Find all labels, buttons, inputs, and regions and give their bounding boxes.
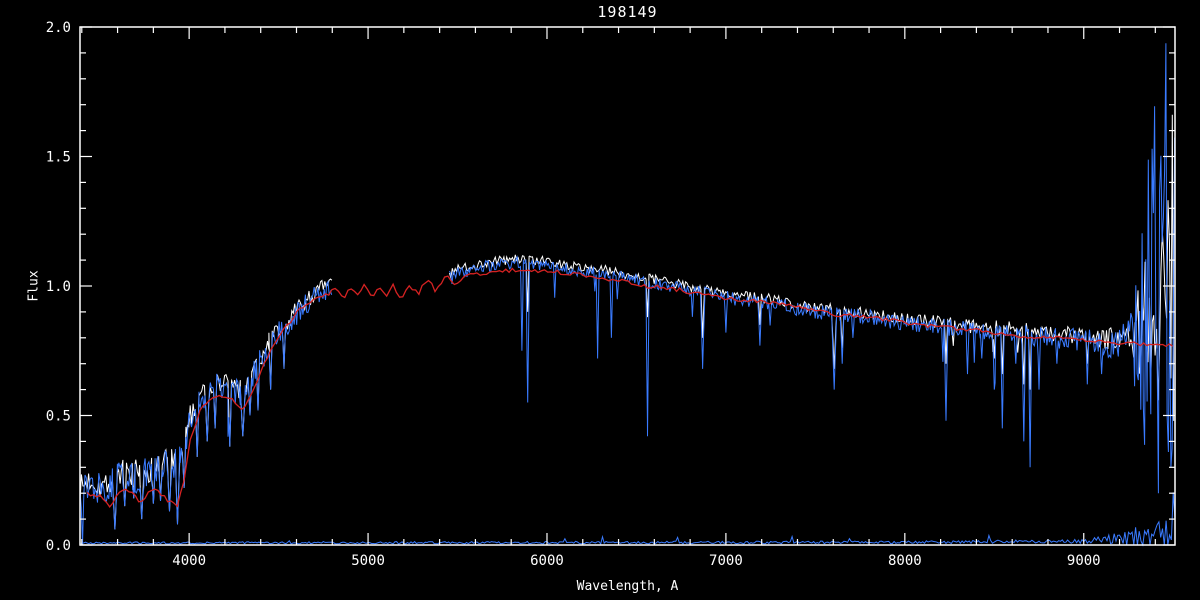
- x-tick-label: 8000: [888, 553, 922, 569]
- x-tick-label: 5000: [351, 553, 385, 569]
- series-model-template: [86, 267, 1173, 508]
- y-axis-label: Flux: [26, 270, 42, 302]
- y-tick-label: 0.0: [46, 538, 71, 554]
- x-tick-label: 9000: [1067, 553, 1101, 569]
- y-tick-label: 2.0: [46, 20, 71, 36]
- axis-frame: [79, 26, 1176, 546]
- series-comparison-spectrum: [79, 280, 333, 546]
- y-tick-label: 0.5: [46, 409, 71, 425]
- x-axis-label: Wavelength, A: [576, 579, 679, 594]
- series-comparison-spectrum: [449, 43, 1176, 494]
- series-observed-spectrum: [449, 114, 1175, 421]
- chart-title: 198149: [597, 3, 658, 21]
- y-tick-label: 1.0: [46, 279, 71, 295]
- x-tick-label: 4000: [172, 553, 206, 569]
- x-tick-label: 6000: [530, 553, 564, 569]
- series-sky-baseline: [79, 492, 1176, 547]
- y-tick-label: 1.5: [46, 150, 71, 166]
- x-tick-label: 7000: [709, 553, 743, 569]
